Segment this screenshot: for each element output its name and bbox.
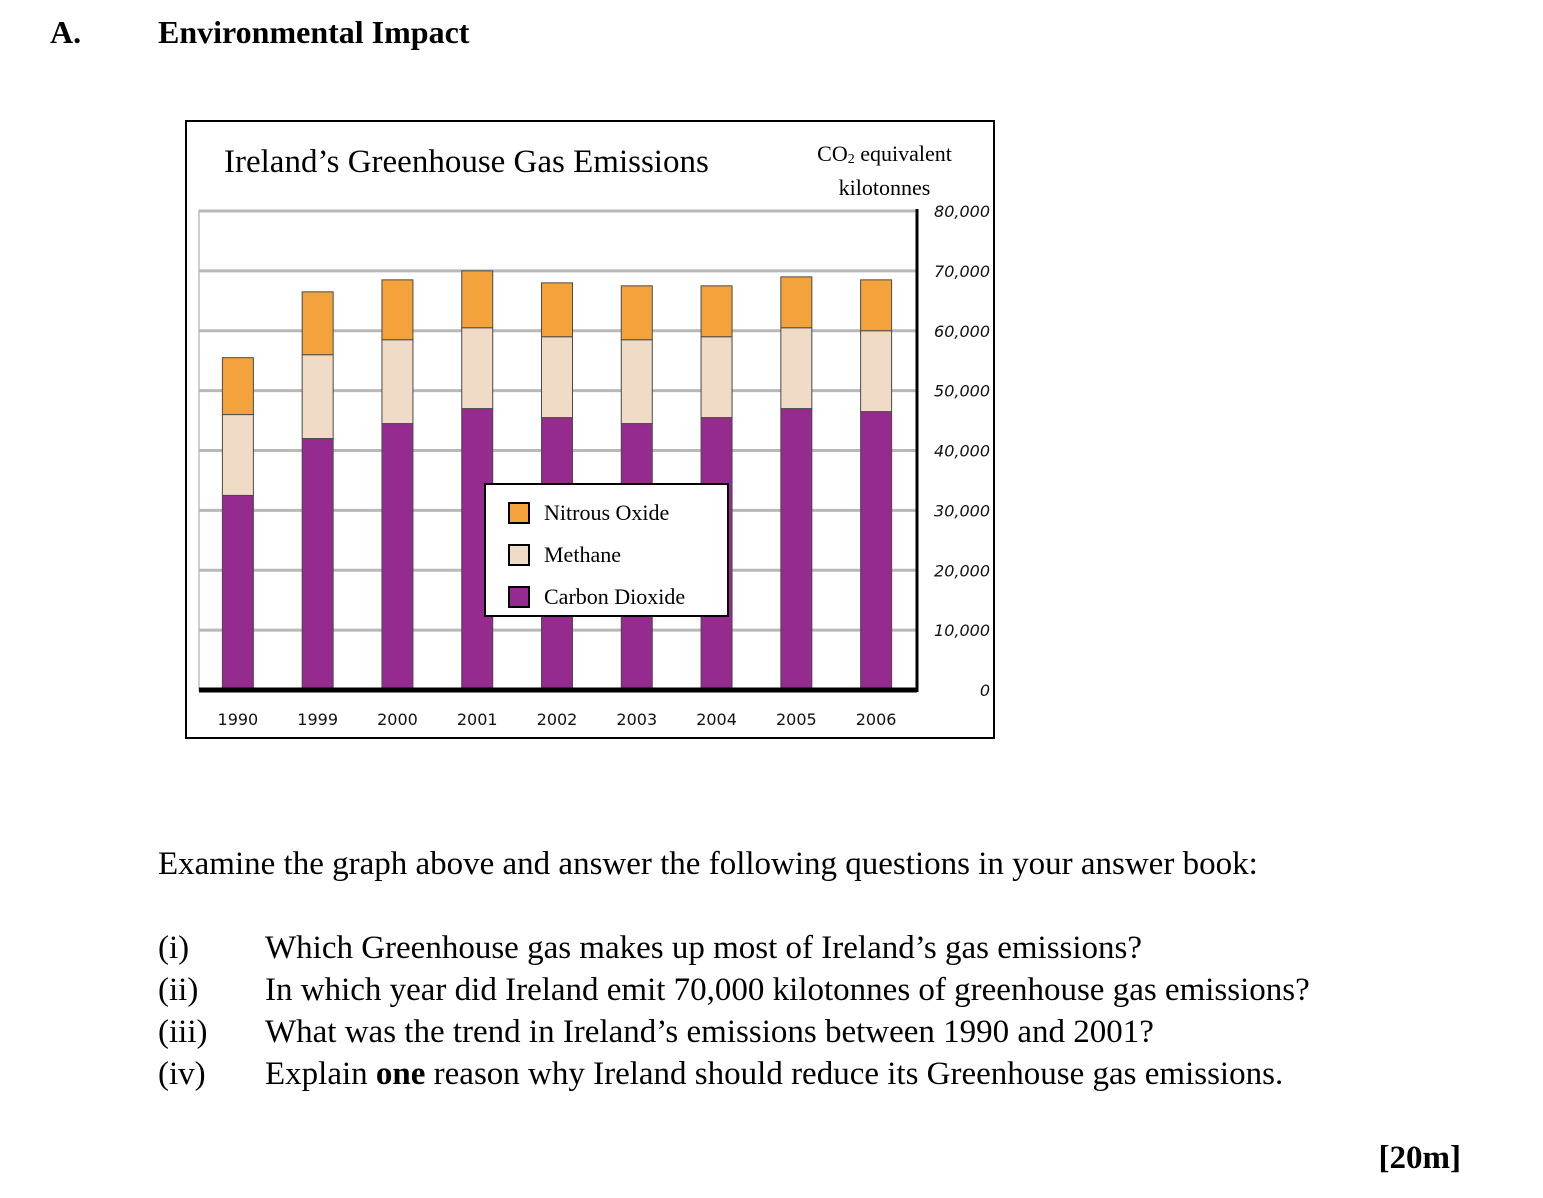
bar-segment-nitrous-oxide	[301, 291, 334, 356]
question-number-ii: (ii)	[158, 972, 199, 1008]
x-tick-label: 2000	[377, 710, 418, 729]
question-text-iii: What was the trend in Ireland’s emission…	[265, 1014, 1154, 1050]
bar-segment-carbon-dioxide	[860, 411, 893, 691]
bar-segment-methane	[700, 336, 733, 419]
y-tick-label: 50,000	[934, 382, 990, 401]
bar-segment-methane	[541, 336, 573, 419]
question-number-iii: (iii)	[158, 1014, 208, 1050]
question-text-iv-after: reason why Ireland should reduce its Gre…	[425, 1056, 1284, 1092]
legend-item-nitrous-oxide: Nitrous Oxide	[508, 500, 670, 525]
legend-item-methane: Methane	[508, 542, 621, 567]
y-tick-label: 20,000	[934, 561, 990, 580]
x-tick-label: 1990	[218, 710, 259, 729]
bar-segment-carbon-dioxide	[381, 423, 414, 691]
unit-label-prefix: CO	[817, 141, 848, 166]
bar-segment-carbon-dioxide	[301, 438, 334, 691]
question-text-iv-before: Explain	[265, 1056, 376, 1092]
x-tick-label: 2005	[776, 710, 817, 729]
question-text-i: Which Greenhouse gas makes up most of Ir…	[265, 930, 1143, 966]
legend-swatch-carbon-dioxide	[508, 586, 530, 608]
question-number-iv: (iv)	[158, 1056, 206, 1092]
bar-segment-nitrous-oxide	[860, 279, 893, 332]
unit-label-suffix: equivalent	[854, 141, 952, 166]
question-number-i: (i)	[158, 930, 190, 966]
bar-segment-nitrous-oxide	[620, 285, 653, 341]
chart-legend: Nitrous Oxide Methane Carbon Dioxide	[484, 483, 729, 617]
y-tick-label: 80,000	[934, 202, 990, 221]
legend-label-carbon-dioxide: Carbon Dioxide	[544, 584, 686, 609]
legend-item-carbon-dioxide: Carbon Dioxide	[508, 584, 686, 609]
x-tick-label: 2001	[457, 710, 498, 729]
x-tick-label: 2003	[616, 710, 657, 729]
chart-title: Ireland’s Greenhouse Gas Emissions	[224, 144, 709, 180]
question-text-iv: Explain one reason why Ireland should re…	[265, 1056, 1283, 1093]
bar-segment-methane	[381, 339, 414, 425]
section-letter: A.	[50, 14, 82, 50]
question-intro: Examine the graph above and answer the f…	[158, 846, 1258, 882]
emissions-chart: 0 10,000 20,000 30,000 40,000 50,000 60,000 70,…	[198, 202, 990, 729]
bar-segment-nitrous-oxide	[541, 282, 573, 338]
chart-frame: 0 10,000 20,000 30,000 40,000 50,000 60,000 70,…	[185, 120, 995, 739]
legend-label-methane: Methane	[544, 542, 621, 567]
y-axis-unit-label: CO2 equivalent kilotonnes	[792, 140, 977, 202]
bar-segment-nitrous-oxide	[381, 279, 414, 341]
bar-segment-nitrous-oxide	[461, 270, 494, 329]
bar-segment-methane	[620, 339, 653, 425]
bar-segment-carbon-dioxide	[221, 494, 254, 691]
bar-segment-methane	[461, 327, 494, 410]
question-text-iv-bold: one	[375, 1056, 426, 1092]
y-tick-label: 0	[980, 681, 990, 700]
bar-segment-nitrous-oxide	[700, 285, 733, 338]
y-tick-label: 40,000	[934, 442, 990, 461]
section-title: Environmental Impact	[158, 14, 470, 50]
x-tick-label: 2004	[696, 710, 737, 729]
unit-label-line2: kilotonnes	[838, 175, 931, 200]
bar-segment-methane	[860, 330, 893, 413]
x-tick-label: 2002	[537, 710, 578, 729]
bar-segment-methane	[780, 327, 813, 410]
unit-label-subscript: 2	[847, 152, 855, 167]
bar-segment-carbon-dioxide	[780, 408, 813, 691]
y-tick-label: 60,000	[934, 322, 990, 341]
x-tick-label: 1999	[297, 710, 338, 729]
bar-segment-nitrous-oxide	[221, 357, 254, 416]
question-text-ii: In which year did Ireland emit 70,000 ki…	[265, 972, 1310, 1008]
legend-label-nitrous-oxide: Nitrous Oxide	[544, 500, 670, 525]
y-tick-label: 30,000	[934, 501, 990, 520]
bar-segment-nitrous-oxide	[780, 276, 813, 329]
bar-segment-methane	[221, 414, 254, 496]
y-tick-label: 10,000	[934, 621, 990, 640]
x-tick-label: 2006	[856, 710, 897, 729]
legend-swatch-methane	[508, 544, 530, 566]
bar-segment-methane	[301, 354, 334, 440]
marks-total: [20m]	[1378, 1140, 1461, 1176]
y-tick-label: 70,000	[934, 262, 990, 281]
legend-swatch-nitrous-oxide	[508, 502, 530, 524]
